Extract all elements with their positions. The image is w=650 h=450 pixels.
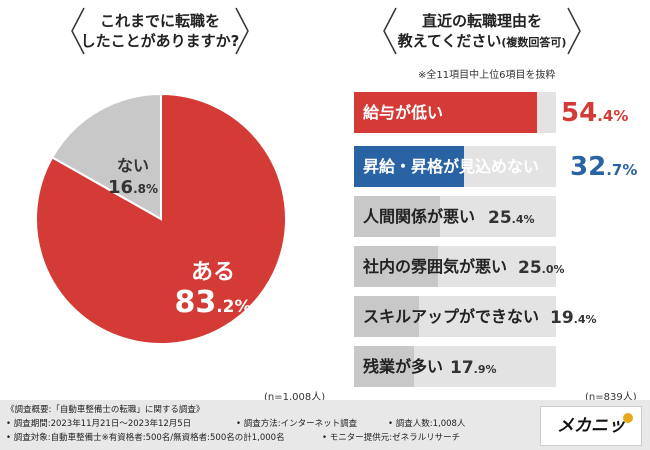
bar-value-int: 54	[561, 98, 598, 128]
right-question-line1: 直近の転職理由を	[421, 12, 542, 30]
pie-label-nai-value: 16.8%	[98, 176, 168, 201]
bar-category-label: 昇給・昇格が見込めない	[363, 157, 540, 176]
logo-mark-icon	[623, 413, 633, 423]
left-question-bracket	[71, 7, 249, 55]
bar-value-dec: .9%	[473, 363, 497, 376]
right-question-line2-suffix: (複数回答可)	[501, 36, 567, 49]
bar-fill	[354, 196, 440, 237]
left-question-line2: したことがありますか?	[80, 32, 240, 50]
bar-value-label: 25.4%	[488, 196, 535, 237]
pie-slice	[35, 92, 287, 345]
pie-label-nai: ない 16.8%	[98, 152, 168, 201]
bar-row: スキルアップができない 19.4%	[354, 296, 650, 337]
logo-text: メカニッ	[557, 416, 625, 436]
right-question-bracket	[383, 7, 581, 55]
left-question-line1: これまでに転職を	[99, 12, 220, 30]
bar-category-label: 社内の雰囲気が悪い	[363, 257, 508, 276]
bar-row: 昇給・昇格が見込めない 32.7%	[354, 146, 650, 187]
pie-value-aru-dec: .2%	[216, 297, 252, 317]
bar-fill	[354, 296, 420, 337]
footer-target: • 調査対象:自動車整備士※有資格者:500名/無資格者:500名の計1,000…	[6, 433, 285, 443]
left-question-box: これまでに転職を したことがありますか?	[70, 6, 250, 56]
bar-category-label: 残業が多い	[363, 357, 444, 376]
bar-value-dec: .4%	[597, 107, 629, 125]
bar-value-int: 19	[550, 308, 574, 328]
bar-value-dec: .4%	[573, 313, 597, 326]
footer-method: • 調査方法:インターネット調査	[236, 419, 358, 429]
bar-fill	[354, 92, 538, 133]
bar-value-label: 25.0%	[518, 246, 565, 287]
pie-label-nai-text: ない	[116, 156, 149, 175]
bar-value-label: 54.4%	[561, 92, 628, 133]
bar-value-int: 25	[518, 258, 542, 278]
survey-footer: 《調査概要:「自動車整備士の転職」に関する調査》 • 調査期間:2023年11月…	[0, 400, 650, 450]
pie-value-nai-int: 16	[108, 177, 134, 198]
bar-fill	[354, 246, 439, 287]
footer-title: 《調査概要:「自動車整備士の転職」に関する調査》	[6, 405, 205, 415]
footer-provider: • モニター提供元:ゼネラルリサーチ	[322, 433, 461, 443]
pie-value-aru-int: 83	[174, 285, 217, 320]
footer-period: • 調査期間:2023年11月21日〜2023年12月5日	[6, 419, 192, 429]
bar-value-label: 17.9%	[450, 346, 497, 387]
bar-fill	[354, 146, 465, 187]
bar-category-label: 人間関係が悪い	[363, 207, 476, 226]
right-question-note: ※全11項目中上位6項目を抜粋	[418, 70, 556, 81]
bar-value-int: 32	[570, 152, 607, 182]
bar-row: 人間関係が悪い 25.4%	[354, 196, 650, 237]
bar-n-note: (n=839人)	[585, 392, 637, 403]
pie-label-aru-value: 83.2%	[158, 286, 268, 324]
bar-value-dec: .7%	[606, 161, 638, 179]
mechanic-logo: メカニッ	[540, 406, 642, 446]
right-question-box: 直近の転職理由を 教えてください(複数回答可)	[382, 6, 582, 56]
bar-value-int: 25	[488, 208, 512, 228]
bar-row: 給与が低い 54.4%	[354, 92, 650, 133]
pie-n-note: (n=1,008人)	[264, 392, 326, 403]
bar-value-label: 19.4%	[550, 296, 597, 337]
bar-value-label: 32.7%	[570, 146, 637, 187]
pie-chart: ある 83.2% ない 16.8%	[35, 92, 287, 345]
pie-slice	[50, 92, 162, 221]
bar-category-label: スキルアップができない	[363, 307, 540, 326]
right-question-line2-main: 教えてください	[397, 32, 502, 50]
bar-category-label: 給与が低い	[363, 103, 444, 122]
bar-value-dec: .0%	[541, 263, 565, 276]
footer-count: • 調査人数:1,008人	[388, 419, 466, 429]
bar-row: 残業が多い 17.9%	[354, 346, 650, 387]
bar-row: 社内の雰囲気が悪い 25.0%	[354, 246, 650, 287]
right-question-line2: 教えてください(複数回答可)	[382, 31, 582, 53]
pie-label-aru-text: ある	[190, 260, 235, 285]
bar-fill	[354, 346, 415, 387]
pie-value-nai-dec: .8%	[133, 182, 158, 196]
bar-value-int: 17	[450, 358, 474, 378]
pie-label-aru: ある 83.2%	[158, 254, 268, 324]
pie-chart-svg	[35, 92, 287, 345]
bar-value-dec: .4%	[511, 213, 535, 226]
